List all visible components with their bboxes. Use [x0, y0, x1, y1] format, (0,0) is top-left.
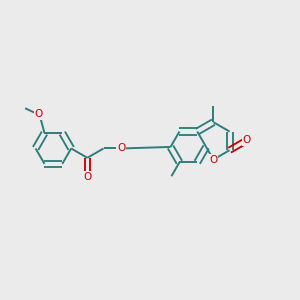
Text: O: O	[34, 110, 43, 119]
Text: O: O	[117, 143, 125, 154]
Text: O: O	[83, 172, 92, 182]
Text: O: O	[243, 135, 251, 145]
Text: O: O	[209, 154, 217, 164]
